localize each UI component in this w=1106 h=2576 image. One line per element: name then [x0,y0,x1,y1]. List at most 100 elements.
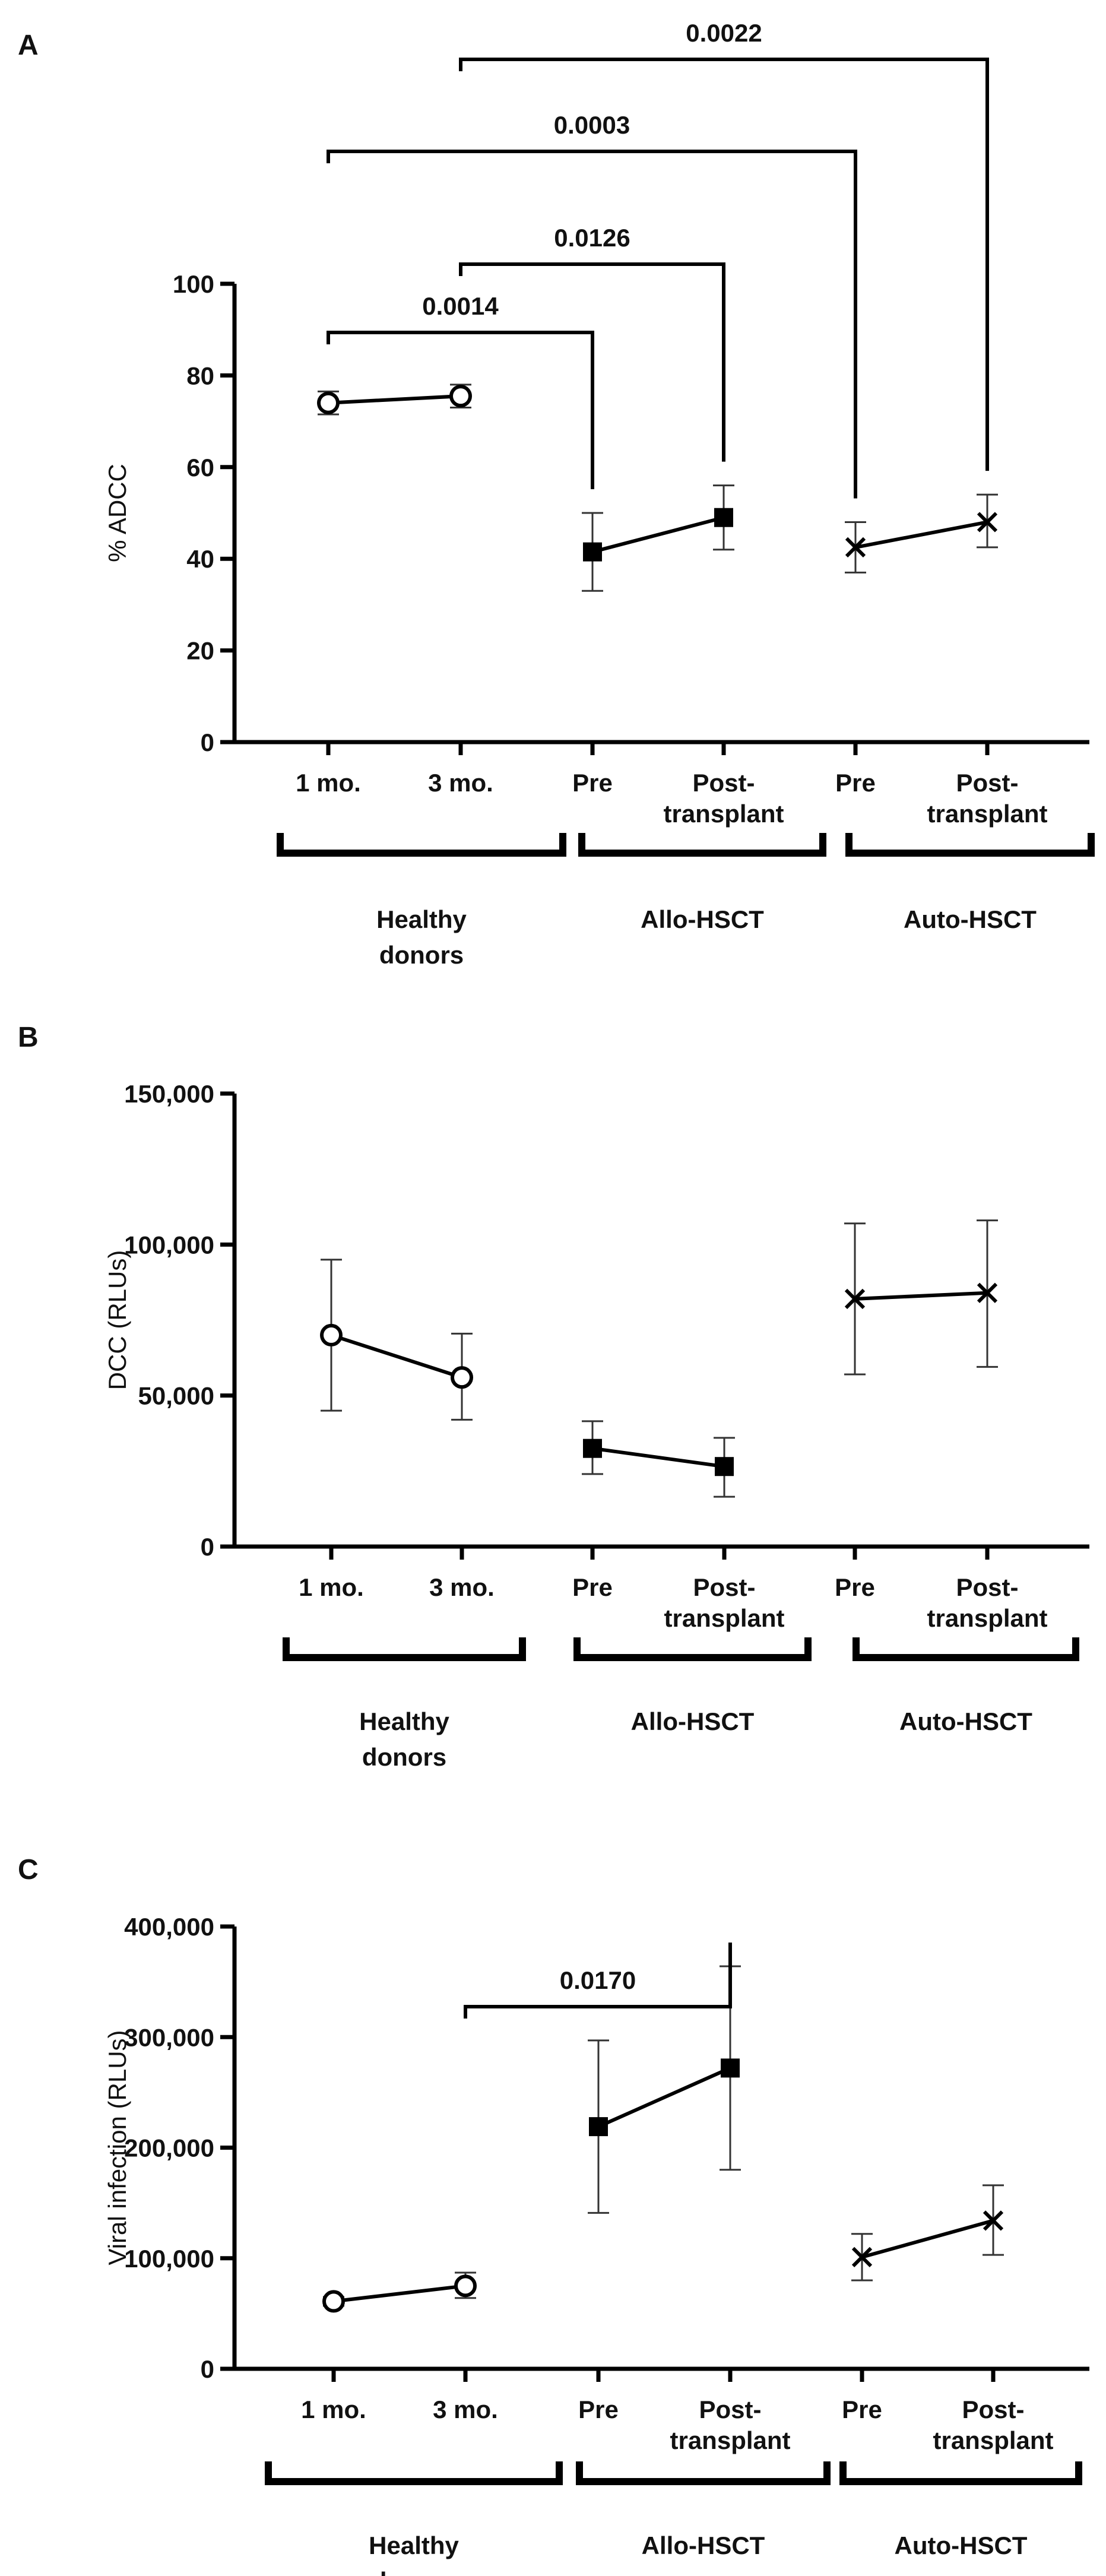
y-tick-label: 150,000 [124,1080,214,1108]
data-point [583,1438,602,1458]
x-category-label: Pre [572,1573,613,1601]
data-point [983,2210,1004,2231]
y-tick-label: 50,000 [138,1382,214,1410]
y-tick-label: 100,000 [124,2245,214,2273]
group-bracket [277,833,566,857]
y-tick-label: 60 [186,454,214,481]
group-bracket [283,1637,526,1661]
series-line [328,394,461,405]
series-line [597,2066,731,2128]
group-bracket [265,2461,563,2485]
data-point [449,385,472,408]
x-category-label: 1 mo. [301,2396,366,2423]
series-allo-hsct [582,1420,735,1498]
y-axis-title: % ADCC [103,464,131,562]
series-auto-hsct [851,2184,1004,2282]
y-axis-title: DCC (RLUs) [103,1250,131,1390]
significance-bracket [327,331,594,489]
data-point [844,1288,866,1310]
y-tick-label: 0 [201,1533,214,1561]
x-category-label: Pre [578,2396,619,2423]
significance-bracket [327,150,857,499]
panel-letter: A [18,30,39,61]
group-bracket [853,1637,1079,1661]
y-tick-label: 400,000 [124,1913,214,1941]
x-category-label: Pre [842,2396,882,2423]
group-label: Allo-HSCT [631,1707,755,1735]
group-label: Allo-HSCT [642,2531,765,2559]
y-tick-label: 100,000 [124,1231,214,1259]
data-point [320,1323,343,1346]
data-point [714,508,733,527]
series-line [592,1446,725,1469]
x-category-label: 1 mo. [296,769,361,797]
series-healthy-donors [322,2271,477,2313]
y-tick-label: 0 [201,728,214,756]
y-tick-label: 200,000 [124,2134,214,2162]
significance-bracket [459,262,725,462]
group-label: Auto-HSCT [899,1707,1032,1735]
series-line [331,1333,462,1380]
y-tick-label: 20 [186,637,214,665]
data-point [845,537,866,558]
data-point [589,2117,608,2137]
data-point [715,1457,734,1476]
significance-bracket [459,58,989,471]
data-point [721,2058,740,2078]
group-bracket [578,833,826,857]
y-axis-title: Viral infection (RLUs) [103,2030,131,2265]
group-bracket [576,2461,831,2485]
p-value-label: 0.0022 [686,19,762,47]
x-category-label: 3 mo. [428,769,493,797]
series-line [592,515,724,554]
panel-letter: C [18,1854,39,1886]
data-point [451,1366,473,1389]
data-point [322,2290,345,2313]
series-line [861,2219,994,2259]
y-tick-label: 0 [201,2355,214,2383]
data-point [977,512,998,533]
data-point [851,2247,873,2268]
group-label: Auto-HSCT [895,2531,1028,2559]
panel-c: C 0 100,000 200,000 300,000 400,000 Viral infe… [18,1854,1089,2576]
group-bracket [573,1637,812,1661]
group-label: Auto-HSCT [904,905,1037,933]
panel-a: A 0 20 40 60 80 100 % ADCC 1 mo. 3 mo. Pre Post-tra… [18,19,1095,969]
x-category-label: Post-transplant [927,1573,1047,1632]
y-tick-label: 100 [173,270,214,298]
series-healthy-donors [317,384,472,416]
x-category-label: Post-transplant [664,1573,784,1632]
x-category-label: 3 mo. [429,1573,495,1601]
x-category-label: Post-transplant [670,2396,790,2454]
x-category-label: 3 mo. [433,2396,498,2423]
series-line [855,520,988,549]
series-allo-hsct [588,1965,741,2214]
series-allo-hsct [582,484,734,592]
series-line [854,1291,988,1301]
panel-b: B 0 50,000 100,000 150,000 DCC (RLUs) 1 mo. 3 m… [18,1022,1089,1771]
series-line [333,2284,466,2303]
data-point [454,2274,477,2298]
series-auto-hsct [844,1219,998,1376]
x-category-label: 1 mo. [299,1573,364,1601]
x-category-label: Post-transplant [933,2396,1053,2454]
data-point [583,542,602,562]
x-category-label: Pre [572,769,613,797]
p-value-label: 0.0014 [422,292,499,320]
x-category-label: Post-transplant [663,769,784,828]
group-bracket [845,833,1095,857]
x-category-label: Post-transplant [927,769,1047,828]
x-category-label: Pre [835,1573,875,1601]
y-tick-label: 80 [186,362,214,389]
x-category-label: Pre [835,769,876,797]
data-point [977,1282,998,1303]
group-bracket [839,2461,1082,2485]
group-label: Allo-HSCT [641,905,764,933]
series-auto-hsct [845,493,998,573]
p-value-label: 0.0126 [554,224,630,252]
p-value-label: 0.0003 [554,111,630,139]
